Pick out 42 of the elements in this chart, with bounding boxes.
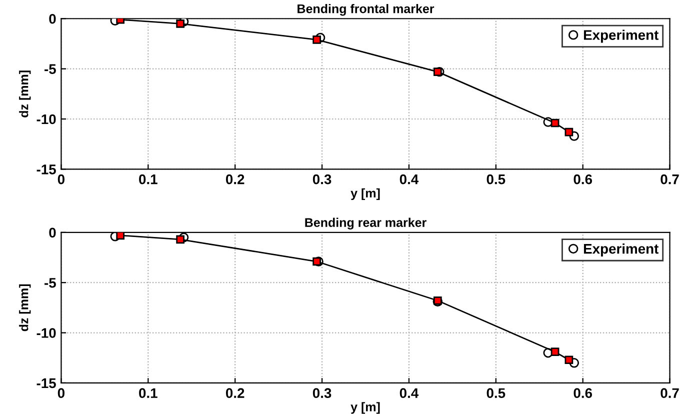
x-tick-label: 0 [58,388,64,398]
point [312,36,321,44]
y-tick-label: 0 [49,228,56,238]
x-tick-label: 0.7 [660,388,679,398]
point [550,348,560,356]
legend-label: Experiment [584,244,659,256]
point [312,257,321,266]
x-tick-label: 0.1 [139,174,158,184]
x-tick-label: 0.2 [226,388,244,398]
x-axis-title: y [m] [350,402,380,414]
x-tick-label: 0.5 [486,174,506,184]
y-tick-label: -10 [36,328,56,338]
point [116,232,124,240]
point [433,68,442,76]
x-tick-label: 0.6 [574,174,592,184]
x-tick-label: 0.4 [400,388,419,398]
y-tick-label: 0 [49,14,56,24]
y-tick-label: -10 [36,114,56,124]
point [564,128,574,136]
x-tick-label: 0.3 [312,174,332,184]
y-axis-title: dz [mm] [19,284,31,332]
y-axis-title: dz [mm] [19,70,31,118]
chart-title: Bending rear marker [305,218,426,230]
x-tick-label: 0 [58,174,64,184]
x-tick-label: 0.3 [312,388,332,398]
point [550,118,560,128]
x-tick-label: 0.4 [400,174,419,184]
y-tick-label: -15 [36,164,56,174]
chart-title: Bending frontal marker [298,4,434,16]
point [564,356,574,364]
legend-label: Experiment [584,30,659,43]
y-tick-label: -5 [44,278,56,288]
x-tick-label: 0.7 [660,174,679,184]
x-tick-label: 0.5 [486,388,506,398]
x-axis-title: y [m] [350,188,380,200]
x-tick-label: 0.1 [139,388,158,398]
x-tick-label: 0.2 [226,174,244,184]
y-tick-label: -15 [36,378,56,388]
y-tick-label: -5 [44,64,56,74]
x-tick-label: 0.6 [574,388,592,398]
point [176,235,184,244]
point [176,19,184,28]
